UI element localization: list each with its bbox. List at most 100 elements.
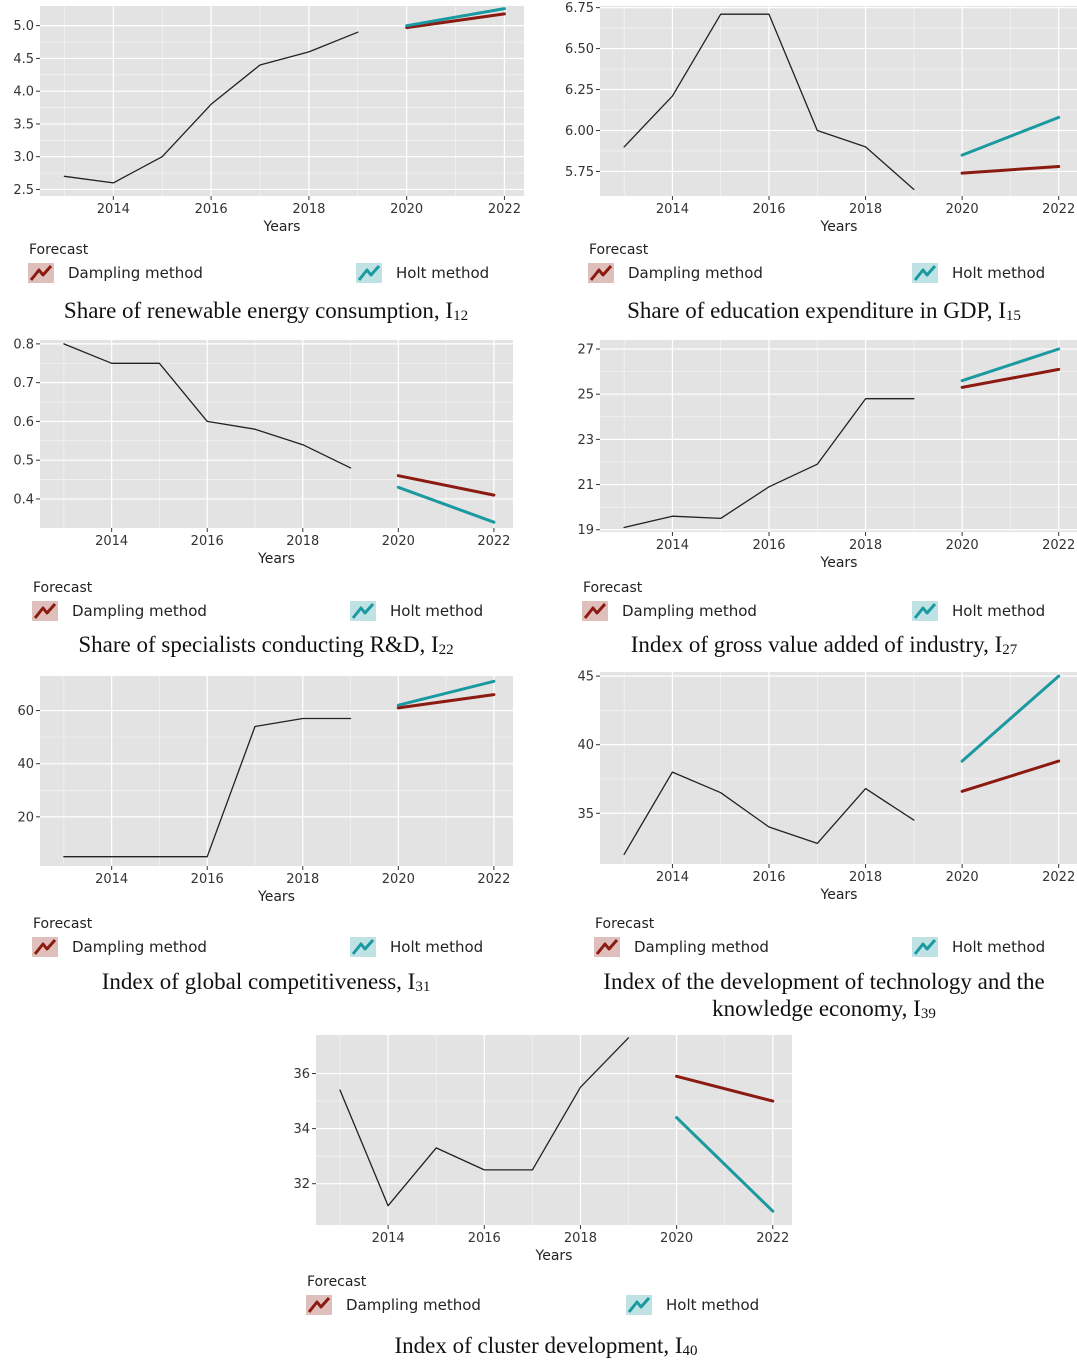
y-tick-label: 5.75 — [565, 165, 594, 180]
damping-legend-key-icon — [32, 601, 58, 621]
chart-caption: Index of global competitiveness, I31 — [101, 969, 431, 995]
holt-legend-key-icon — [912, 601, 938, 621]
legend-label-holt: Holt method — [390, 938, 484, 956]
y-tick-label: 0.4 — [13, 492, 34, 507]
x-axis-title: Years — [820, 887, 858, 903]
y-tick-label: 23 — [577, 433, 594, 448]
legend-label-damping: Dampling method — [622, 602, 757, 620]
y-tick-label: 27 — [577, 343, 594, 358]
x-tick-label: 2016 — [191, 872, 224, 887]
x-tick-label: 2014 — [656, 870, 689, 885]
x-axis-title: Years — [257, 889, 295, 905]
x-tick-label: 2022 — [1042, 202, 1075, 217]
x-tick-label: 2018 — [286, 872, 319, 887]
x-tick-label: 2014 — [372, 1231, 405, 1246]
x-tick-label: 2018 — [286, 534, 319, 549]
y-tick-label: 3.0 — [13, 150, 34, 165]
damping-forecast-line — [960, 165, 1061, 175]
x-tick-label: 2018 — [292, 202, 325, 217]
x-tick-label: 2014 — [95, 534, 128, 549]
x-tick-label: 2020 — [946, 202, 979, 217]
holt-forecast-line — [960, 674, 1061, 763]
x-axis-title: Years — [820, 555, 858, 571]
y-tick-label: 32 — [293, 1177, 310, 1192]
legend-item-holt: Holt method — [356, 263, 489, 283]
x-tick-label: 2020 — [390, 202, 423, 217]
legend-item-damping: Dampling method — [306, 1295, 481, 1315]
x-tick-label: 2020 — [946, 538, 979, 553]
x-axis-title: Years — [535, 1248, 573, 1264]
history-series-line — [339, 1037, 630, 1207]
history-series-line — [63, 31, 359, 184]
y-tick-label: 0.8 — [13, 337, 34, 352]
x-tick-label: 2018 — [564, 1231, 597, 1246]
x-tick-label: 2014 — [97, 202, 130, 217]
x-tick-label: 2022 — [756, 1231, 789, 1246]
legend-title: Forecast — [33, 580, 93, 596]
y-tick-label: 19 — [577, 523, 594, 538]
legend-label-holt: Holt method — [952, 602, 1046, 620]
legend-label-damping: Dampling method — [68, 264, 203, 282]
x-tick-label: 2018 — [849, 202, 882, 217]
damping-forecast-line — [960, 759, 1061, 793]
x-axis-title: Years — [820, 219, 858, 235]
legend-item-holt: Holt method — [350, 601, 483, 621]
legend-item-damping: Dampling method — [32, 937, 207, 957]
damping-legend-key-icon — [588, 263, 614, 283]
legend-title: Forecast — [307, 1274, 367, 1290]
holt-forecast-line — [960, 115, 1061, 157]
y-tick-label: 6.00 — [565, 124, 594, 139]
history-series-line — [623, 398, 915, 529]
legend-title: Forecast — [29, 242, 89, 258]
y-tick-label: 25 — [577, 388, 594, 403]
y-tick-label: 35 — [577, 807, 594, 822]
holt-forecast-line — [675, 1116, 775, 1213]
holt-legend-key-icon — [912, 937, 938, 957]
y-tick-label: 60 — [17, 704, 34, 719]
y-tick-label: 2.5 — [13, 183, 34, 198]
holt-legend-key-icon — [356, 263, 382, 283]
chart-caption: Index of the development of technology a… — [603, 969, 1045, 1022]
plot-background — [40, 6, 524, 196]
chart-caption: Share of specialists conducting R&D, I22 — [78, 632, 454, 658]
y-tick-label: 0.6 — [13, 415, 34, 430]
damping-legend-key-icon — [594, 937, 620, 957]
x-tick-label: 2016 — [752, 538, 785, 553]
x-tick-label: 2022 — [488, 202, 521, 217]
x-tick-label: 2016 — [752, 202, 785, 217]
legend-label-damping: Dampling method — [72, 602, 207, 620]
legend-item-holt: Holt method — [912, 263, 1045, 283]
x-tick-label: 2016 — [191, 534, 224, 549]
legend-item-damping: Dampling method — [28, 263, 203, 283]
legend-title: Forecast — [583, 580, 643, 596]
legend-label-holt: Holt method — [952, 938, 1046, 956]
y-tick-label: 21 — [577, 478, 594, 493]
legend-label-holt: Holt method — [390, 602, 484, 620]
plot-background — [40, 676, 513, 866]
holt-forecast-line — [960, 347, 1061, 383]
x-tick-label: 2022 — [477, 872, 510, 887]
damping-forecast-line — [960, 367, 1061, 389]
history-series-line — [623, 771, 915, 856]
legend-item-holt: Holt method — [350, 937, 483, 957]
holt-legend-key-icon — [350, 601, 376, 621]
legend-label-holt: Holt method — [666, 1296, 760, 1314]
x-tick-label: 2014 — [656, 202, 689, 217]
x-tick-label: 2022 — [477, 534, 510, 549]
x-tick-label: 2014 — [656, 538, 689, 553]
x-tick-label: 2022 — [1042, 538, 1075, 553]
legend-label-holt: Holt method — [952, 264, 1046, 282]
legend-item-damping: Dampling method — [588, 263, 763, 283]
plot-background — [40, 340, 513, 528]
x-tick-label: 2018 — [849, 538, 882, 553]
legend-item-holt: Holt method — [912, 937, 1045, 957]
damping-forecast-line — [675, 1074, 775, 1103]
y-tick-label: 36 — [293, 1067, 310, 1082]
y-tick-label: 6.75 — [565, 1, 594, 16]
legend-label-damping: Dampling method — [634, 938, 769, 956]
chart-caption: Share of education expenditure in GDP, I… — [627, 298, 1021, 324]
damping-forecast-line — [396, 693, 496, 710]
legend-title: Forecast — [595, 916, 655, 932]
